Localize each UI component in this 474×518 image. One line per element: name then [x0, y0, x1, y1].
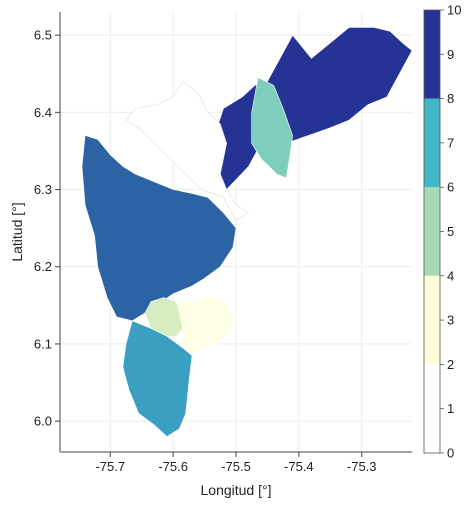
x-tick-label: -75.3 [347, 459, 377, 474]
map-region-south-light-left [144, 297, 183, 337]
colorbar-bin [424, 187, 440, 276]
map-region-south-cream [175, 297, 234, 356]
colorbar-tick-label: 2 [447, 357, 454, 372]
x-tick-label: -75.7 [95, 459, 125, 474]
map-region-south [122, 320, 193, 437]
y-tick-label: 6.4 [34, 105, 52, 120]
map-region-west [81, 135, 237, 322]
y-tick-label: 6.3 [34, 182, 52, 197]
colorbar-tick-label: 8 [447, 91, 454, 106]
x-ticks: -75.7 -75.6 -75.5 -75.4 -75.3 [95, 452, 377, 474]
y-tick-label: 6.0 [34, 414, 52, 429]
x-tick-label: -75.5 [221, 459, 251, 474]
map-regions [81, 27, 413, 437]
colorbar-tick-label: 0 [447, 446, 454, 461]
colorbar-tick-label: 4 [447, 268, 454, 283]
y-axis-title: Latitud [°] [9, 202, 25, 261]
map-region-north-white [125, 81, 250, 221]
colorbar-tick-label: 10 [447, 3, 461, 18]
x-tick-label: -75.6 [158, 459, 188, 474]
x-axis-title: Longitud [°] [201, 482, 272, 498]
colorbar-bin [424, 98, 440, 188]
map-region-northeast-inner [251, 77, 293, 179]
map-region-northeast [216, 27, 413, 191]
y-tick-label: 6.1 [34, 336, 52, 351]
colorbar-tick-label: 7 [447, 135, 454, 150]
colorbar-bin [424, 275, 440, 365]
colorbar-tick-label: 1 [447, 401, 454, 416]
colorbar-tick-label: 9 [447, 47, 454, 62]
y-tick-label: 6.5 [34, 28, 52, 43]
y-tick-label: 6.2 [34, 259, 52, 274]
colorbar-tick-label: 3 [447, 313, 454, 328]
colorbar-tick-label: 6 [447, 180, 454, 195]
y-ticks: 6.0 6.1 6.2 6.3 6.4 6.5 [34, 28, 60, 429]
colorbar-bin [424, 10, 440, 99]
colorbar-tick-label: 5 [447, 224, 454, 239]
colorbar: 0 1 2 3 4 5 6 7 8 9 10 [423, 3, 461, 461]
x-tick-label: -75.4 [284, 459, 314, 474]
